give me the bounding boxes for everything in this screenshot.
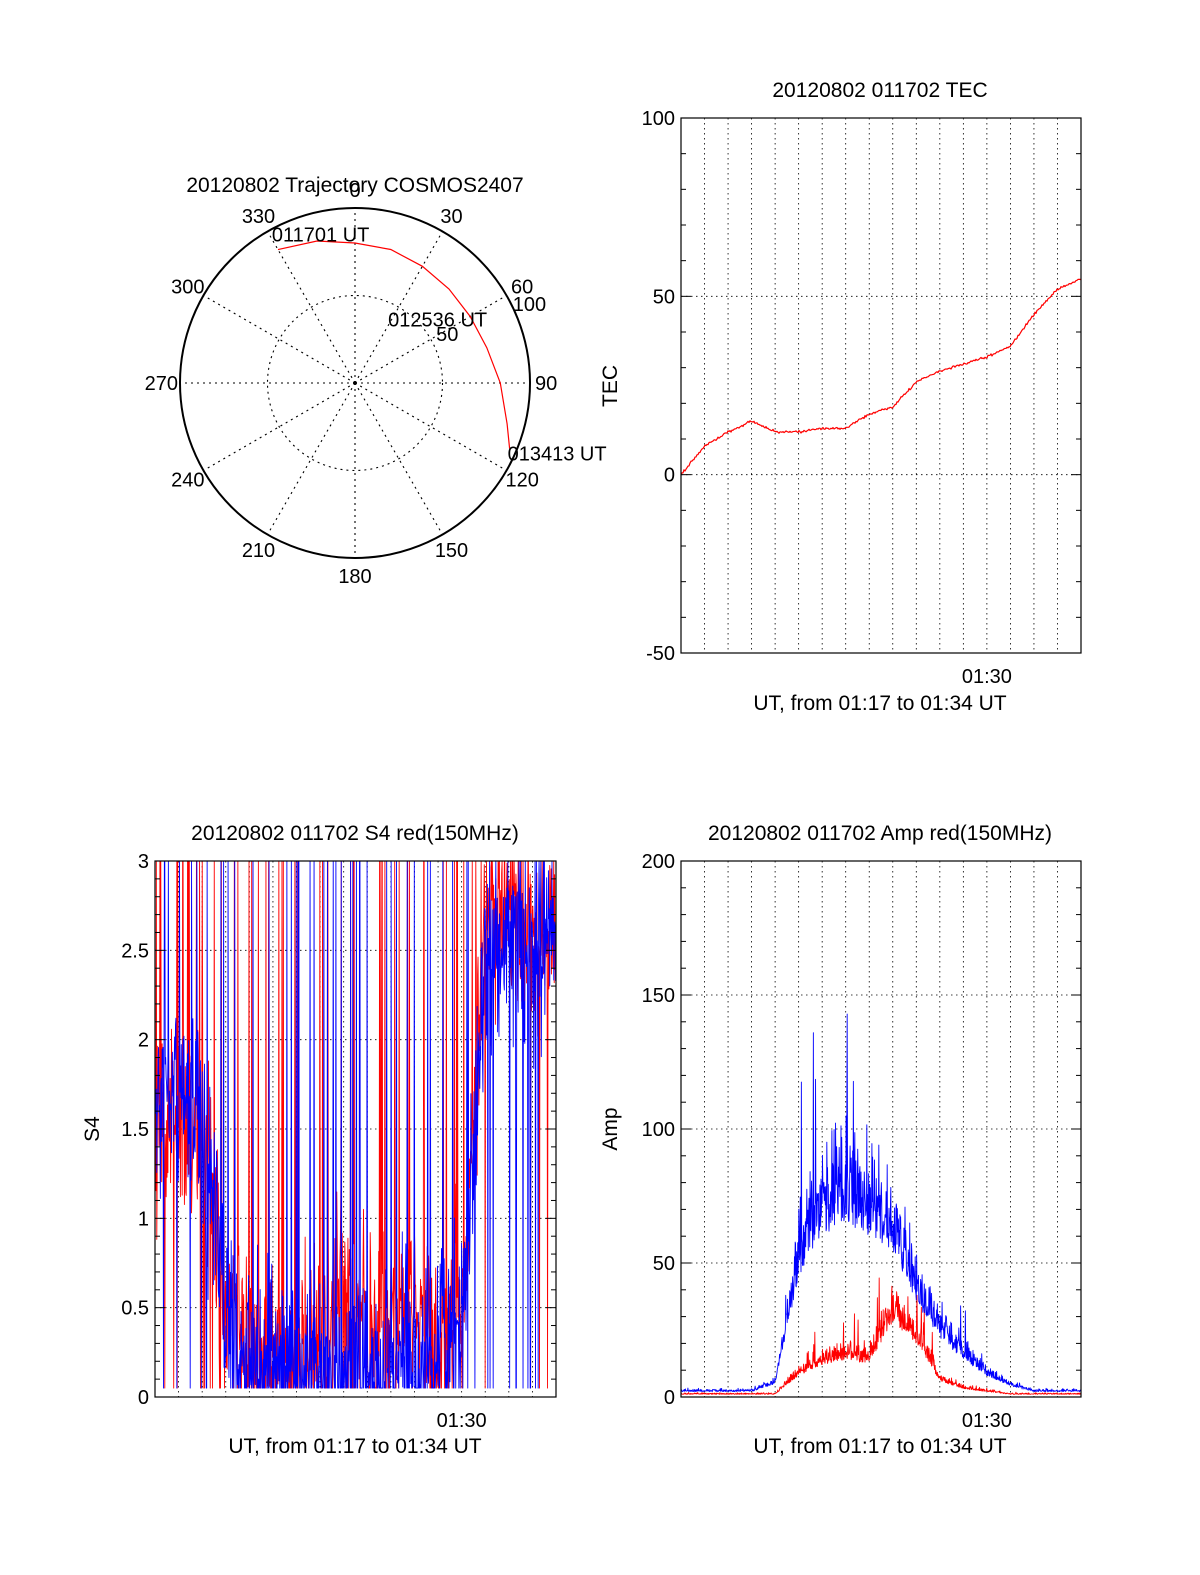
y-tick-label: 1 bbox=[138, 1208, 149, 1230]
polar-grid bbox=[180, 208, 530, 558]
trajectory-annotations: 011701 UT 012536 UT 013413 UT bbox=[272, 224, 607, 465]
polar-angle-tick-label: 330 bbox=[242, 206, 275, 228]
polar-angle-tick-label: 270 bbox=[145, 373, 178, 395]
x-tick-label: 01:30 bbox=[962, 666, 1012, 688]
amp-chart: 20120802 011702 Amp red(150MHz) 0 50 100 15… bbox=[599, 822, 1082, 1458]
tec-plot-frame bbox=[680, 117, 1082, 654]
polar-angle-tick-label: 150 bbox=[435, 540, 468, 562]
y-tick-label: 200 bbox=[642, 851, 675, 873]
y-tick-label: -50 bbox=[646, 643, 675, 665]
s4-y-ticks: 0 0.5 1 1.5 2 2.5 3 bbox=[121, 851, 556, 1409]
polar-radial-tick-label: 100 bbox=[513, 294, 546, 316]
polar-radial-tick-label: 50 bbox=[436, 324, 458, 346]
polar-angle-tick-label: 240 bbox=[171, 470, 204, 492]
x-tick-label: 01:30 bbox=[437, 1410, 487, 1432]
y-tick-label: 0 bbox=[138, 1387, 149, 1409]
y-tick-label: 0.5 bbox=[121, 1298, 149, 1320]
polar-angle-tick-label: 120 bbox=[505, 470, 538, 492]
y-tick-label: 0 bbox=[664, 465, 675, 487]
s4-y-label: S4 bbox=[81, 1116, 104, 1142]
x-tick-label: 01:30 bbox=[962, 1410, 1012, 1432]
series-blue-line bbox=[680, 1013, 1082, 1393]
y-tick-label: 2 bbox=[138, 1030, 149, 1052]
amp-x-ticks: 01:30 bbox=[962, 1410, 1012, 1432]
polar-ring bbox=[266, 294, 444, 472]
polar-outer-circle bbox=[179, 207, 531, 559]
polar-angle-tick-label: 30 bbox=[440, 206, 462, 228]
s4-x-ticks: 01:30 bbox=[437, 1410, 487, 1432]
polar-spoke bbox=[203, 295, 356, 384]
tec-series bbox=[680, 278, 1082, 476]
y-tick-label: 0 bbox=[664, 1387, 675, 1409]
tec-gridlines bbox=[681, 117, 1081, 654]
polar-angle-tick-label: 210 bbox=[242, 540, 275, 562]
polar-angle-tick-label: 90 bbox=[535, 373, 557, 395]
series-red-line bbox=[680, 278, 1082, 476]
amp-series bbox=[680, 1013, 1082, 1395]
polar-angle-ticks: 0 30 60 90 120 150 180 210 240 270 300 330 bbox=[145, 180, 558, 588]
tec-x-ticks: 01:30 bbox=[962, 666, 1012, 688]
y-tick-label: 150 bbox=[642, 985, 675, 1007]
amp-title: 20120802 011702 Amp red(150MHz) bbox=[708, 822, 1052, 845]
series-red-line bbox=[680, 1277, 1082, 1395]
y-tick-label: 3 bbox=[138, 851, 149, 873]
polar-angle-tick-label: 300 bbox=[171, 277, 204, 299]
tec-y-label: TEC bbox=[599, 365, 622, 407]
amp-x-label: UT, from 01:17 to 01:34 UT bbox=[753, 1435, 1006, 1458]
trajectory-polar-plot: 20120802 Trajectory COSMOS2407 0 30 60 90 12… bbox=[145, 174, 607, 588]
series-blue-line bbox=[154, 860, 557, 1389]
trajectory-annotation: 013413 UT bbox=[508, 444, 607, 466]
tec-y-ticks: -50 0 50 100 bbox=[642, 108, 1081, 665]
s4-series bbox=[154, 860, 557, 1389]
polar-spoke bbox=[267, 382, 356, 535]
y-tick-label: 100 bbox=[642, 108, 675, 130]
s4-chart: 20120802 011702 S4 red(150MHz) 0 0.5 1 1.5 2… bbox=[81, 822, 557, 1458]
polar-angle-tick-label: 180 bbox=[338, 566, 371, 588]
tec-title: 20120802 011702 TEC bbox=[772, 79, 987, 102]
y-tick-label: 1.5 bbox=[121, 1119, 149, 1141]
polar-angle-tick-label: 60 bbox=[511, 277, 533, 299]
polar-spoke bbox=[354, 382, 507, 471]
trajectory-annotation: 012536 UT bbox=[388, 310, 487, 332]
trajectory-line bbox=[277, 240, 511, 449]
polar-spoke bbox=[203, 382, 356, 471]
tec-chart: 20120802 011702 TEC -50 0 50 100 01:30 UT, … bbox=[599, 79, 1082, 715]
polar-spoke bbox=[267, 231, 356, 384]
y-tick-label: 100 bbox=[642, 1119, 675, 1141]
y-tick-label: 50 bbox=[653, 1253, 675, 1275]
polar-radial-ticks: 50 100 bbox=[436, 294, 546, 346]
s4-title: 20120802 011702 S4 red(150MHz) bbox=[191, 822, 519, 845]
trajectory-annotation: 011701 UT bbox=[272, 224, 369, 246]
s4-x-label: UT, from 01:17 to 01:34 UT bbox=[228, 1435, 481, 1458]
y-tick-label: 50 bbox=[653, 286, 675, 308]
polar-spoke bbox=[354, 295, 507, 384]
y-tick-label: 2.5 bbox=[121, 940, 149, 962]
tec-x-label: UT, from 01:17 to 01:34 UT bbox=[753, 692, 1006, 715]
amp-y-ticks: 0 50 100 150 200 bbox=[642, 851, 1081, 1409]
amp-y-label: Amp bbox=[599, 1107, 622, 1150]
polar-title: 20120802 Trajectory COSMOS2407 bbox=[186, 174, 523, 197]
polar-spoke bbox=[354, 382, 443, 535]
polar-angle-tick-label: 0 bbox=[349, 180, 360, 202]
polar-spoke bbox=[354, 231, 443, 384]
